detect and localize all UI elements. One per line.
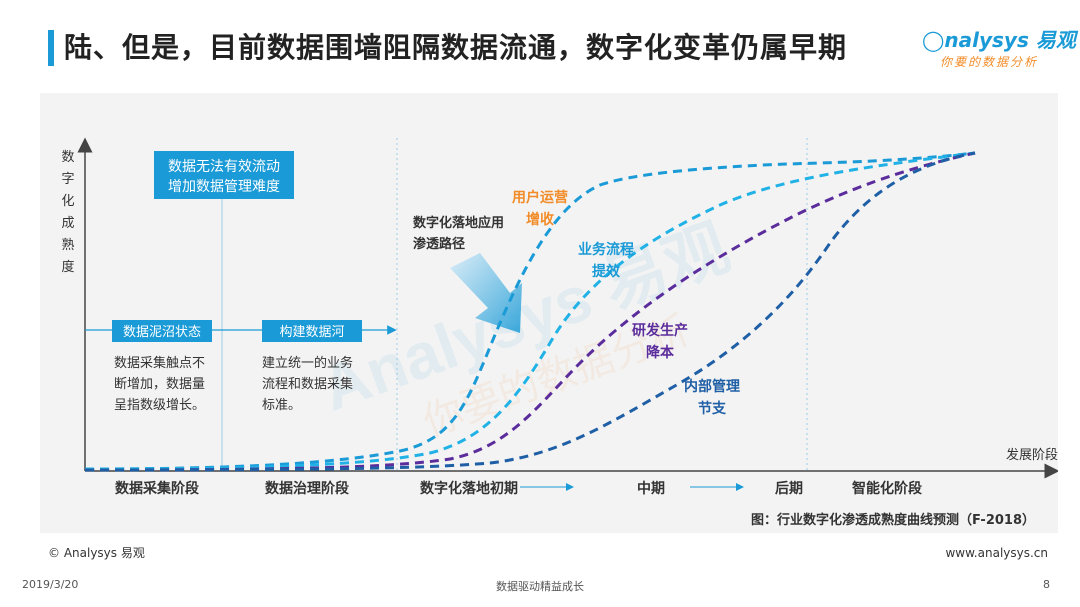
stage-note-line: 断增加，数据量 (114, 377, 205, 392)
stage-note-line: 流程和数据采集 (262, 376, 353, 392)
stage-note-tag: 构建数据河 (262, 320, 362, 342)
stage-note-line: 数据采集触点不 (114, 355, 205, 371)
series-label: 节支 (698, 400, 727, 417)
callout-box: 数据无法有效流动 增加数据管理难度 (154, 151, 294, 199)
curve-group (84, 151, 976, 472)
stage-label: 后期 (775, 480, 803, 497)
svg-text:数据泥沼状态: 数据泥沼状态 (123, 325, 201, 340)
stage-note-tag: 数据泥沼状态 (112, 320, 212, 342)
series-label: 内部管理 (684, 378, 740, 395)
series-label: 用户运营 (512, 189, 568, 206)
series-label: 研发生产 (632, 322, 688, 339)
stage-note-line: 呈指数级增长。 (114, 398, 205, 413)
series-label: 增收 (526, 211, 555, 228)
series-label: 提效 (592, 263, 621, 280)
callout-line: 数据无法有效流动 (168, 159, 280, 175)
logo-o-icon: ◯ (922, 28, 945, 52)
footer-slogan: 数据驱动精益成长 (496, 580, 584, 593)
website-link[interactable]: www.analysys.cn (945, 546, 1048, 560)
title-accent-bar (48, 30, 54, 66)
logo-slogan: 你要的数据分析 (940, 55, 1039, 69)
svg-text:构建数据河: 构建数据河 (279, 325, 344, 340)
stage-label: 数据治理阶段 (265, 480, 349, 497)
series-curve (84, 151, 976, 472)
copyright-text: © Analysys 易观 (48, 546, 145, 560)
maturity-curve-chart: Analysys 易观 你要的数据分析 数字化成熟度 发展阶段 数据无法有效流动… (61, 137, 1058, 528)
chart-caption: 图：行业数字化渗透成熟度曲线预测（F-2018） (751, 512, 1035, 528)
footer-date: 2019/3/20 (22, 578, 79, 591)
stage-label: 数据采集阶段 (115, 480, 199, 497)
series-curve (84, 151, 976, 472)
y-axis-label: 数字化成熟度 (61, 150, 74, 275)
stage-note-line: 建立统一的业务 (262, 355, 353, 371)
series-label: 降本 (646, 344, 675, 361)
analysys-logo: ◯nalysys 易观 你要的数据分析 (922, 24, 1076, 74)
path-label: 数字化落地应用 (413, 215, 504, 231)
stage-note-line: 标准。 (262, 398, 301, 413)
series-label: 业务流程 (578, 241, 634, 258)
stage-label: 智能化阶段 (851, 480, 922, 497)
page-number: 8 (1043, 578, 1050, 591)
page-title: 陆、但是，目前数据围墙阻隔数据流通，数字化变革仍属早期 (64, 31, 848, 64)
series-curve (84, 151, 976, 471)
callout-line: 增加数据管理难度 (168, 179, 280, 195)
stage-label: 中期 (637, 480, 665, 497)
x-axis-label: 发展阶段 (1006, 447, 1058, 463)
logo-wordmark: ◯nalysys 易观 (922, 28, 1076, 52)
stage-labels: 数据采集阶段 数据治理阶段 数字化落地初期 中期 后期 智能化阶段 (115, 480, 922, 497)
stage-label: 数字化落地初期 (420, 480, 518, 497)
series-curve (84, 151, 976, 471)
path-label: 渗透路径 (413, 236, 465, 252)
